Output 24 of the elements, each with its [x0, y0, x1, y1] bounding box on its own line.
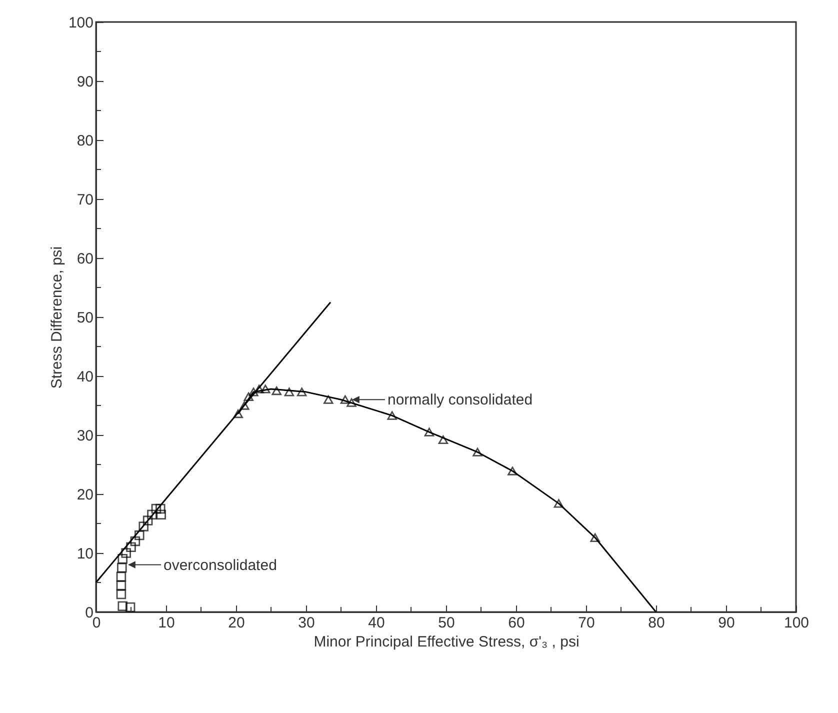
y-tick-label: 80 — [76, 132, 94, 150]
x-tick-label: 70 — [578, 614, 595, 632]
x-tick-label: 60 — [508, 614, 525, 632]
x-tick-label: 50 — [438, 614, 455, 632]
y-tick-label: 10 — [76, 546, 94, 562]
x-tick-label: 90 — [718, 614, 735, 632]
x-tick-label: 10 — [158, 614, 175, 632]
y-tick-label: 30 — [76, 428, 94, 444]
x-tick-label: 80 — [648, 614, 665, 632]
y-tick-label: 60 — [76, 250, 94, 268]
y-tick-label: 40 — [76, 368, 94, 386]
y-tick-label: 100 — [68, 14, 94, 32]
y-axis-title: Stress Difference, psi — [48, 246, 66, 389]
x-tick-label: 30 — [298, 614, 315, 632]
y-tick-label: 70 — [76, 192, 94, 208]
y-tick-label: 20 — [76, 486, 94, 504]
y-tick-label: 50 — [76, 310, 94, 326]
y-tick-label: 90 — [76, 74, 94, 90]
x-tick-label: 40 — [368, 614, 385, 632]
x-tick-label: 100 — [784, 614, 810, 632]
annotation: normally consolidated — [388, 392, 533, 409]
annotation: overconsolidated — [164, 556, 277, 574]
x-axis-title: Minor Principal Effective Stress, σ'₃ , psi — [314, 634, 580, 650]
x-tick-label: 20 — [228, 614, 245, 632]
